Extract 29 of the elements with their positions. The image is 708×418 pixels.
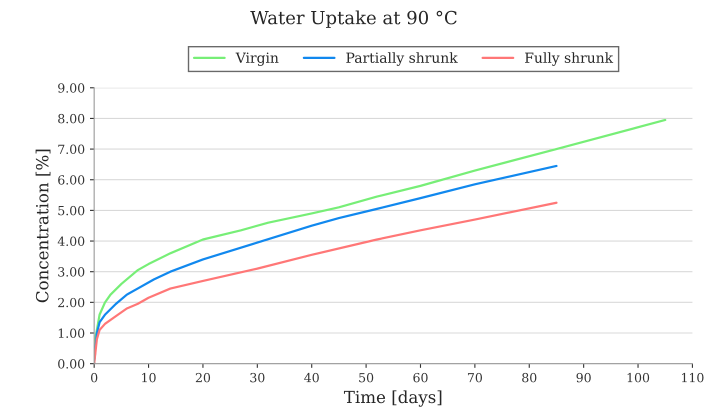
x-tick-label: 100 bbox=[628, 372, 650, 382]
y-tick-label: 4.00 bbox=[58, 236, 84, 246]
line-series bbox=[94, 202, 558, 364]
y-tick-label: 0.00 bbox=[58, 359, 84, 369]
legend-label: Partially shrunk bbox=[346, 52, 458, 66]
x-tick-label: 30 bbox=[250, 372, 264, 382]
x-tick-label: 40 bbox=[304, 372, 319, 382]
x-tick-label: 80 bbox=[522, 372, 536, 382]
chart-title: Water Uptake at 90 °C bbox=[250, 10, 457, 28]
y-tick-label: 8.00 bbox=[58, 114, 84, 124]
y-tick-label: 5.00 bbox=[58, 206, 84, 216]
y-tick-label: 9.00 bbox=[58, 83, 84, 93]
y-tick-label: 7.00 bbox=[58, 144, 84, 154]
x-tick-label: 20 bbox=[196, 372, 210, 382]
y-axis-title: Concentration [%] bbox=[36, 150, 50, 302]
x-tick-label: 50 bbox=[359, 372, 374, 382]
x-axis-title: Time [days] bbox=[344, 390, 442, 407]
x-tick-label: 110 bbox=[682, 372, 704, 382]
x-tick-label: 10 bbox=[142, 372, 156, 382]
legend-label: Virgin bbox=[236, 52, 278, 66]
y-tick-label: 2.00 bbox=[58, 298, 84, 308]
y-tick-label: 6.00 bbox=[58, 175, 84, 185]
x-tick-label: 60 bbox=[413, 372, 428, 382]
x-tick-label: 90 bbox=[576, 372, 591, 382]
x-tick-label: 70 bbox=[468, 372, 482, 382]
legend-label: Fully shrunk bbox=[525, 52, 614, 66]
y-tick-label: 1.00 bbox=[58, 328, 84, 338]
y-tick-label: 3.00 bbox=[58, 267, 84, 277]
x-tick-label: 0 bbox=[91, 372, 98, 382]
